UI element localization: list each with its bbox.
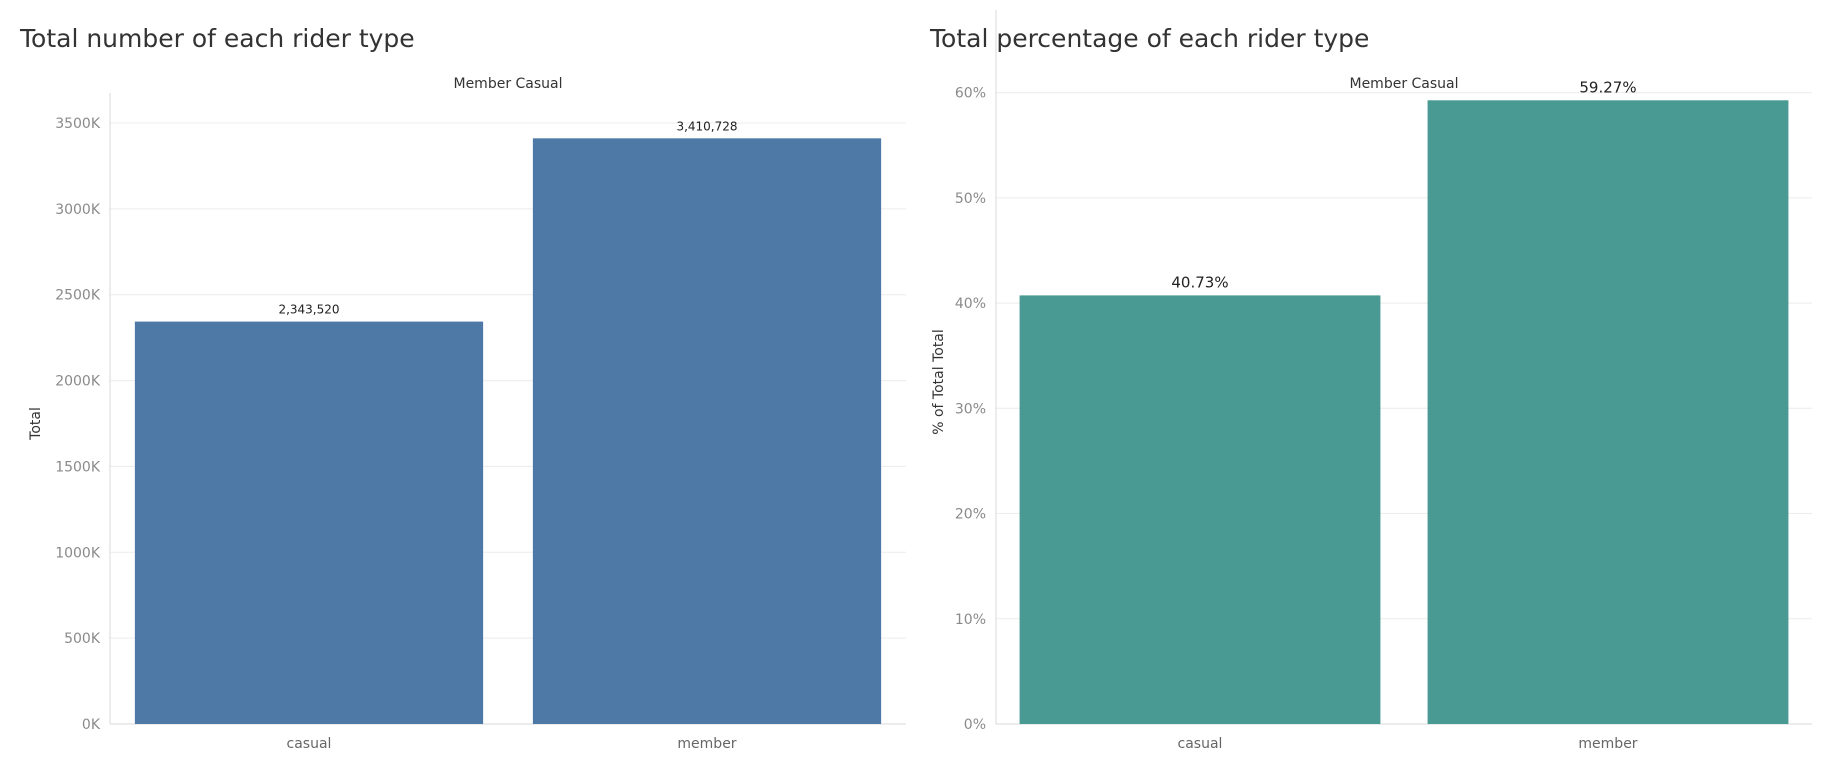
- rider-percentage-title: Total percentage of each rider type: [930, 24, 1370, 53]
- count-chart-y-tick-label: 1500K: [55, 459, 101, 475]
- rider-count-title: Total number of each rider type: [20, 24, 415, 53]
- count-chart-column-header: Member Casual: [453, 76, 562, 92]
- count-chart-y-tick-label: 0K: [82, 717, 101, 733]
- count-chart-data-label-casual: 2,343,520: [278, 303, 339, 317]
- count-chart-y-axis-title: Total: [28, 407, 44, 441]
- percentage-chart-data-label-casual: 40.73%: [1171, 273, 1228, 291]
- rider-percentage-chart: 0% 10% 20% 30% 40% 50% 60% Member Casual % of To…: [931, 10, 1812, 752]
- percentage-chart-data-label-member: 59.27%: [1579, 78, 1636, 96]
- percentage-chart-y-tick-label: 50%: [955, 191, 986, 207]
- rider-count-chart: 0K 500K 1000K 1500K 2000K 2500K 3000K 3500K Memb…: [28, 76, 906, 752]
- count-chart-y-tick-label: 3000K: [55, 202, 101, 218]
- count-chart-y-tick-label: 500K: [64, 631, 101, 647]
- count-chart-category-label-casual: casual: [287, 736, 332, 752]
- percentage-chart-category-label-casual: casual: [1178, 736, 1223, 752]
- count-chart-data-label-member: 3,410,728: [676, 119, 737, 133]
- count-chart-y-tick-label: 1000K: [55, 545, 101, 561]
- percentage-chart-y-axis-title: % of Total Total: [931, 329, 947, 435]
- percentage-chart-y-tick-label: 10%: [955, 612, 986, 628]
- percentage-chart-y-tick-label: 30%: [955, 401, 986, 417]
- percentage-chart-column-header: Member Casual: [1349, 76, 1458, 92]
- count-chart-bar-member: [532, 138, 882, 724]
- rider-percentage-panel: 0% 10% 20% 30% 40% 50% 60% Member Casual % of To…: [910, 0, 1821, 765]
- percentage-chart-y-tick-label: 20%: [955, 507, 986, 523]
- rider-count-panel: 0K 500K 1000K 1500K 2000K 2500K 3000K 3500K Memb…: [0, 0, 910, 765]
- percentage-chart-bar-member: [1427, 100, 1789, 724]
- count-chart-y-tick-label: 2500K: [55, 288, 101, 304]
- count-chart-category-label-member: member: [677, 736, 736, 752]
- percentage-chart-y-tick-label: 60%: [955, 86, 986, 102]
- percentage-chart-bar-casual: [1019, 295, 1381, 724]
- percentage-chart-y-tick-label: 0%: [964, 717, 986, 733]
- percentage-chart-y-tick-label: 40%: [955, 296, 986, 312]
- count-chart-bar-casual: [134, 321, 484, 724]
- count-chart-y-tick-label: 2000K: [55, 374, 101, 390]
- percentage-chart-category-label-member: member: [1578, 736, 1637, 752]
- count-chart-y-tick-label: 3500K: [55, 116, 101, 132]
